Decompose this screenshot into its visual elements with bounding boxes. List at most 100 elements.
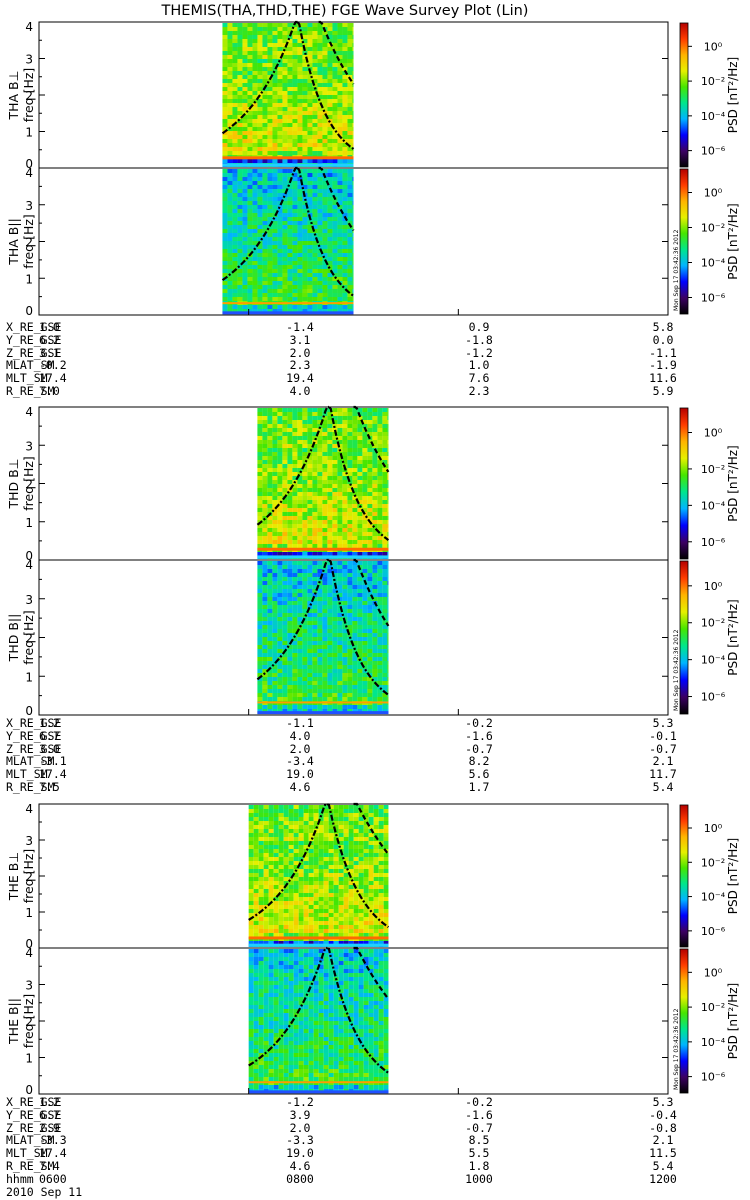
colorbar-tick-label: 10⁻⁴ (701, 1036, 726, 1049)
ephemeris-value: 0.9 (468, 320, 490, 334)
ephemeris-value: 11.5 (649, 1146, 677, 1161)
colorbar-gradient (679, 948, 689, 1094)
y-tick-label: 1 (25, 126, 33, 140)
ephemeris-value: 2.3 (468, 384, 490, 398)
colorbar-tick-label: 10⁰ (704, 427, 723, 440)
lowest-freq-band (248, 943, 389, 947)
cyclotron-curve-rising (221, 166, 298, 281)
colorbar-tick-label: 10⁻² (701, 463, 725, 476)
ephemeris-value: 4.0 (289, 384, 311, 398)
ephemeris-value: 7.5 (39, 780, 60, 794)
colorbar-label: PSD [nT²/Hz] (726, 203, 740, 279)
harmonic-curve (353, 802, 390, 856)
ephemeris-value: 8.2 (468, 754, 490, 769)
ephemeris-value: 5.4 (652, 780, 674, 794)
ephemeris-label: MLT_SM (6, 1146, 48, 1161)
ephemeris-value: 2.1 (652, 754, 674, 769)
ephemeris-label: R_RE_SM (6, 780, 55, 794)
spectrogram-data (257, 408, 389, 559)
date-label: 2010 Sep 11 (6, 1185, 83, 1199)
panel-label: THE B|| (6, 998, 21, 1045)
ephemeris-label: R_RE_SM (6, 384, 55, 398)
colorbar-tick-label: 10⁻⁴ (701, 257, 726, 270)
ephemeris-value: -0.2 (465, 716, 493, 730)
harmonic-curve (353, 405, 390, 473)
ephemeris-value: -3.4 (286, 754, 314, 769)
y-tick-label: 1 (25, 272, 33, 286)
ephemeris-value: -0.7 (649, 741, 677, 756)
harmonic-curve (318, 166, 355, 232)
ephemeris-value: 4.0 (289, 728, 311, 743)
ephemeris-value: 5.9 (652, 384, 674, 398)
ephemeris-value: 1.2 (39, 1095, 60, 1109)
panel-label: THD B|| (6, 614, 21, 663)
ephemeris-value: -0.1 (649, 728, 677, 743)
colorbar-gradient (679, 168, 689, 315)
low-freq-band (222, 156, 354, 160)
low-freq-band (257, 547, 389, 551)
ephemeris-value: 17.4 (39, 1146, 67, 1161)
ephemeris-value: -0.8 (649, 1120, 677, 1135)
ephemeris-label: Z_RE_GSE (6, 345, 62, 360)
ephemeris-row: MLT_SM 17.4 19.4 7.6 11.6 (6, 373, 706, 386)
ephemeris-row: X_RE_GSE 1.0 -1.4 0.9 5.8 (6, 320, 706, 335)
colorbar-tick-label: 10⁻⁶ (701, 536, 726, 549)
colorbar-tick-label: 10⁻² (701, 856, 725, 869)
y-axis-label: freq [Hz] (21, 849, 36, 904)
spectrogram-panel-thd-bperp: 0 1 2 3 4 THD B⊥ freq [Hz] 10⁰ 10⁻² 10⁻⁴ 10⁻⁶ PSD [… (6, 405, 740, 563)
y-tick-label: 2 (25, 478, 33, 492)
colorbar-label: PSD [nT²/Hz] (726, 445, 740, 521)
cyclotron-curve-rising (221, 20, 298, 135)
y-tick-label: 0 (25, 704, 33, 718)
colorbar-gradient (679, 804, 689, 948)
y-tick-label: 4 (25, 558, 33, 572)
harmonic-curve (353, 558, 390, 627)
ephemeris-row: X_RE_GSE 1.2 -1.2 -0.2 5.3 (6, 1095, 706, 1110)
ephemeris-value: 2.9 (39, 1120, 60, 1135)
colorbar-tick-label: 10⁻⁶ (701, 1071, 726, 1084)
cyclotron-curve-rising (248, 946, 328, 1067)
ephemeris-value: -0.7 (465, 1120, 493, 1135)
colorbar-tick-label: 10⁻² (701, 222, 725, 235)
colorbar-tick-label: 10⁻⁶ (701, 691, 726, 704)
ephemeris-value: -0.2 (465, 1095, 493, 1109)
low-freq-band (248, 936, 389, 940)
y-tick-label: 4 (25, 802, 33, 816)
ephemeris-value: -1.6 (465, 728, 493, 743)
time-axis-label: hhmm (6, 1172, 34, 1186)
ephemeris-value: -1.1 (286, 716, 314, 730)
colorbar-tick-label: 10⁰ (704, 580, 723, 593)
ephemeris-value: 2.0 (289, 741, 311, 756)
y-tick-label: 1 (25, 1052, 33, 1066)
time-tick-1000: 1000 (465, 1172, 493, 1186)
spectrogram-data (222, 23, 354, 167)
y-axis-label: freq [Hz] (21, 610, 36, 665)
ephemeris-value: -0.4 (649, 1107, 677, 1122)
y-axis-label: freq [Hz] (21, 68, 36, 123)
y-tick-label: 1 (25, 670, 33, 684)
y-tick-label: 3 (25, 199, 33, 213)
colorbar-tick-label: 10⁻⁶ (701, 145, 726, 158)
ephemeris-value: -1.2 (286, 1095, 314, 1109)
ephemeris-row: R_RE_SM 7.4 4.6 1.8 5.4 (6, 1160, 706, 1174)
ephemeris-label: X_RE_GSE (6, 716, 62, 730)
ephemeris-label: MLAT_SM (6, 358, 55, 373)
ephemeris-row: MLAT_SM -0.2 2.3 1.0 -1.9 (6, 360, 706, 373)
ephemeris-label: Y_RE_GSE (6, 1107, 62, 1122)
panel-label: THE B⊥ (6, 852, 21, 901)
ephemeris-row: MLAT_SM -3.1 -3.4 8.2 2.1 (6, 756, 706, 769)
colorbar-gradient (679, 407, 689, 560)
ephemeris-value: 7.6 (468, 371, 490, 386)
time-tick-1200: 1200 (649, 1172, 677, 1186)
ephemeris-value: -3.3 (286, 1133, 314, 1148)
ephemeris-value: 1.7 (468, 780, 490, 794)
y-tick-label: 4 (25, 166, 33, 180)
timestamp-label: Mon Sep 17 03:42:36 2012 (673, 629, 680, 711)
ephemeris-row: R_RE_SM 7.5 4.6 1.7 5.4 (6, 780, 706, 795)
y-axis-label: freq [Hz] (21, 456, 36, 511)
ephemeris-value: 5.3 (652, 1095, 674, 1109)
time-tick-0800: 0800 (286, 1172, 314, 1186)
ephemeris-value: 19.4 (286, 371, 314, 386)
ephemeris-value: 6.7 (39, 728, 60, 743)
